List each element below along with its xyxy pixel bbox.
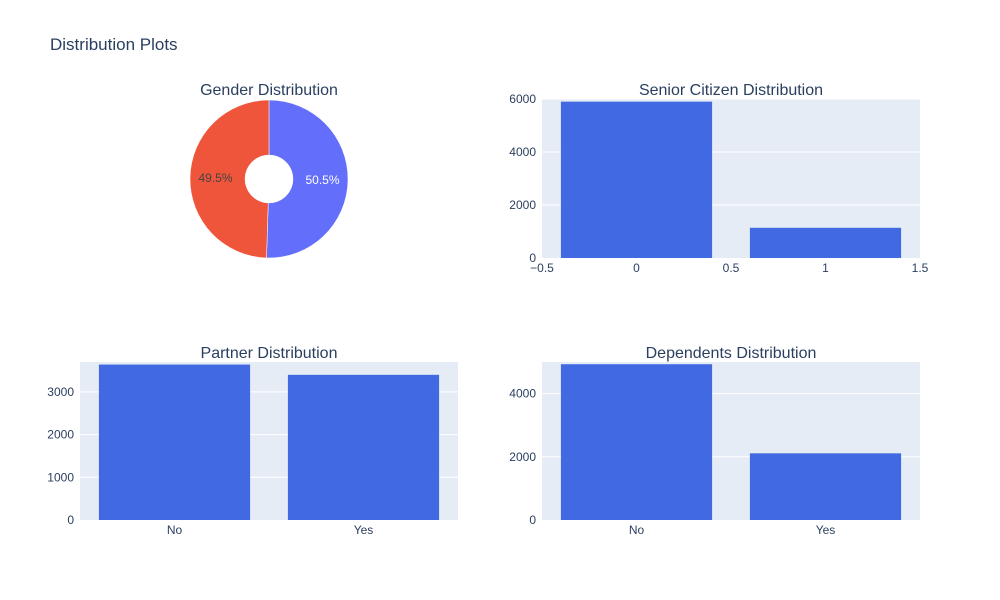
y-tick-label: 0 xyxy=(529,513,536,527)
bar xyxy=(749,453,902,520)
gender-chart-title: Gender Distribution xyxy=(200,82,338,99)
pie-slice xyxy=(189,99,270,259)
x-tick-label: Yes xyxy=(816,523,836,537)
x-tick-label: No xyxy=(167,523,183,537)
bar xyxy=(560,364,713,520)
y-tick-label: 0 xyxy=(529,251,536,265)
x-tick-label: 1 xyxy=(822,261,829,275)
x-tick-label: Yes xyxy=(354,523,374,537)
y-tick-label: 0 xyxy=(67,513,74,527)
bar xyxy=(287,374,440,520)
y-tick-label: 2000 xyxy=(509,198,536,212)
dependents-plot: 0 2000 4000 No Yes xyxy=(509,362,920,537)
y-tick-label: 2000 xyxy=(47,428,74,442)
y-tick-label: 6000 xyxy=(509,92,536,106)
gender-pie: 50.5% 49.5% xyxy=(189,99,349,259)
pie-slice-label: 50.5% xyxy=(305,173,339,187)
bar xyxy=(560,101,713,259)
y-tick-label: 4000 xyxy=(509,387,536,401)
partner-chart-title: Partner Distribution xyxy=(201,345,338,362)
y-tick-label: 1000 xyxy=(47,470,74,484)
pie-slice-label: 49.5% xyxy=(198,171,232,185)
y-tick-label: 2000 xyxy=(509,450,536,464)
x-tick-label: −0.5 xyxy=(530,261,554,275)
bar xyxy=(98,364,251,520)
x-tick-label: 0.5 xyxy=(723,261,740,275)
dependents-panel: Dependents Distribution 0 2000 4000 No Yes xyxy=(509,345,920,537)
partner-plot: 0 1000 2000 3000 No Yes xyxy=(47,362,458,537)
y-tick-label: 3000 xyxy=(47,385,74,399)
figure-title: Distribution Plots xyxy=(50,35,178,54)
x-tick-label: No xyxy=(629,523,645,537)
x-tick-label: 0 xyxy=(633,261,640,275)
y-tick-label: 4000 xyxy=(509,145,536,159)
x-tick-label: 1.5 xyxy=(912,261,929,275)
partner-panel: Partner Distribution 0 1000 2000 3000 No Yes xyxy=(47,345,458,537)
bar xyxy=(749,227,902,258)
senior-citizen-panel: Senior Citizen Distribution 0 2000 4000 600… xyxy=(509,82,928,275)
gender-pie-panel: Gender Distribution 50.5% 49.5% xyxy=(189,82,349,259)
dependents-chart-title: Dependents Distribution xyxy=(646,345,817,362)
senior-chart-title: Senior Citizen Distribution xyxy=(639,82,823,99)
pie-slice xyxy=(266,99,349,259)
